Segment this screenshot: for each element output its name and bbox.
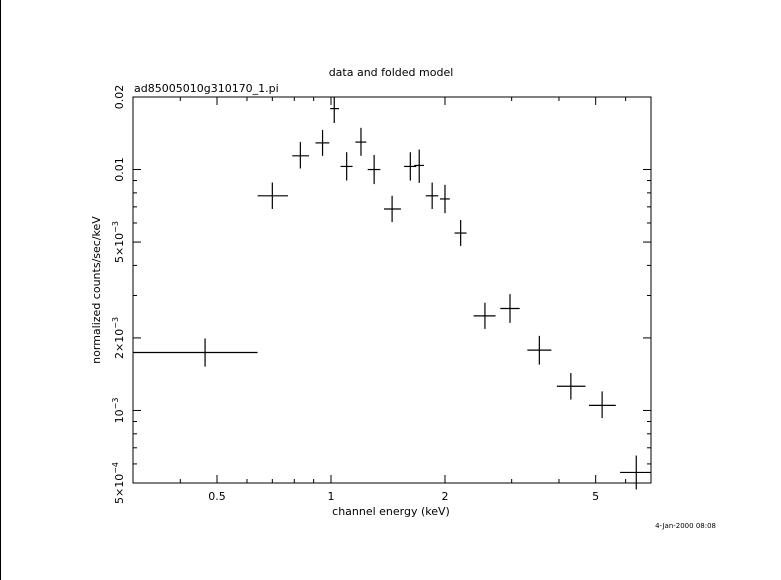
y-tick-label-exponent: −3 [111,398,120,410]
data-point [257,182,289,209]
window-left-border [0,0,1,580]
y-tick-label-base: 5×10 [113,474,126,504]
axis-ticks: 0.5 1 2 50.020.015×10−32×10−310−35×10−4 [111,85,652,504]
y-tick-label-base: 0.01 [113,157,126,182]
data-point [439,184,450,214]
y-tick-label: 10−3 [111,398,126,424]
y-tick-label: 5×10−3 [111,221,126,263]
x-tick-label: 5 [592,490,599,503]
data-point [330,97,340,123]
y-tick-label-base: 10 [113,409,126,423]
data-point [292,142,310,169]
y-tick-label-exponent: −3 [111,221,120,233]
plot-frame [132,96,652,484]
data-point [383,195,401,223]
data-point [473,302,496,329]
data-point [340,152,353,181]
data-point [367,154,381,185]
y-tick-label-base: 2×10 [113,329,126,359]
data-point [500,294,520,323]
y-axis-label: normalized counts/sec/keV [90,216,103,364]
x-tick-label: 2 [441,490,448,503]
y-tick-label: 0.01 [113,157,126,182]
data-point [588,391,616,419]
data-points [133,97,651,490]
x-tick-label: 1 [327,490,334,503]
y-tick-label: 0.02 [113,85,126,110]
chart-subtitle: ad85005010g310170_1.pi [134,82,279,95]
y-tick-label-exponent: −3 [111,317,120,329]
y-tick-label-base: 5×10 [113,233,126,263]
data-point [355,127,367,156]
data-point [315,129,330,156]
data-point [414,149,424,183]
data-point [527,335,552,365]
y-tick-label: 2×10−3 [111,317,126,359]
x-axis-label: channel energy (keV) [332,505,450,518]
data-point [425,182,439,209]
data-point [454,220,467,246]
chart-title: data and folded model [329,66,454,79]
timestamp-label: 4-Jan-2000 08:08 [655,522,716,530]
data-point [133,338,258,367]
data-point [620,455,651,490]
y-tick-label-base: 0.02 [113,85,126,110]
data-point [556,373,586,400]
y-tick-label-exponent: −4 [111,462,120,474]
data-point [404,152,417,181]
y-tick-label: 5×10−4 [111,462,126,504]
x-tick-label: 0.5 [208,490,226,503]
